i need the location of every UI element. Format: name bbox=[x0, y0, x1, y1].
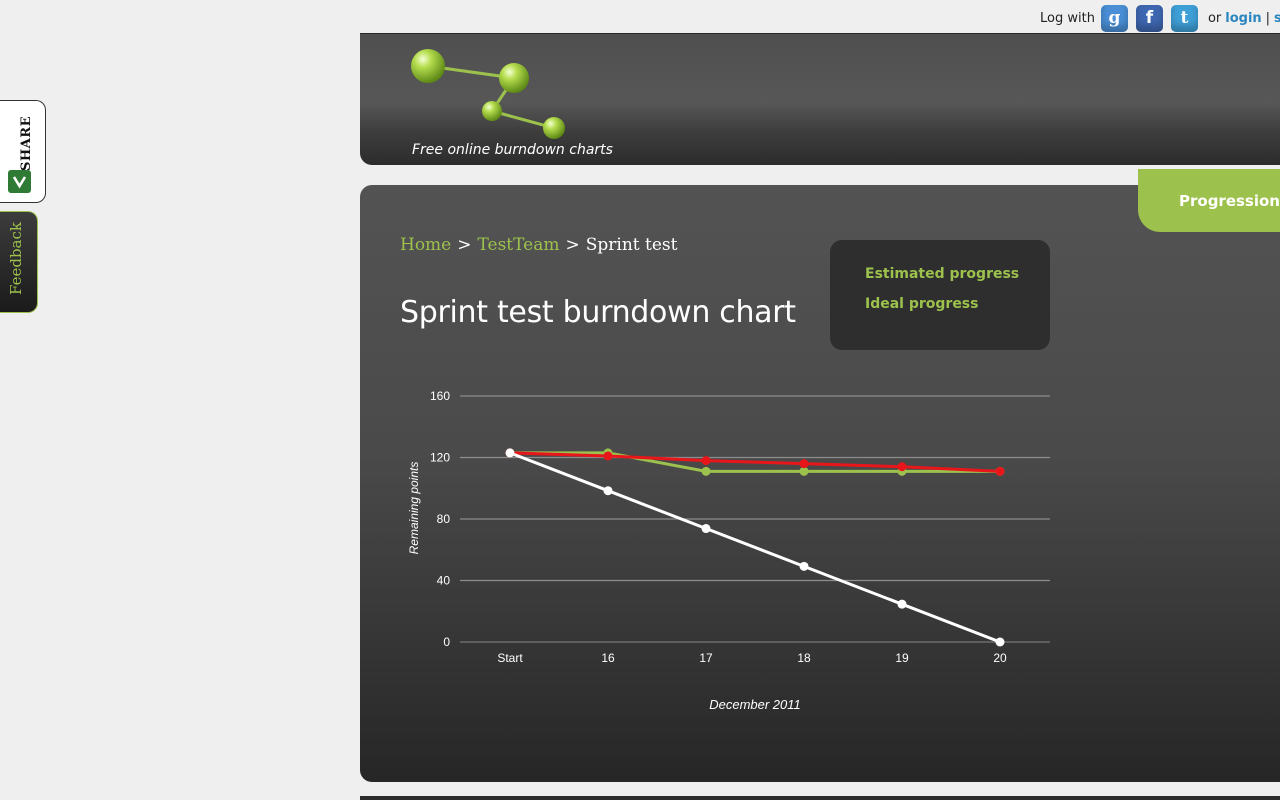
x-tick-label: Start bbox=[497, 651, 523, 665]
series-point[interactable] bbox=[701, 466, 711, 476]
series-line bbox=[510, 451, 1000, 473]
page-title: Sprint test burndown chart bbox=[400, 295, 796, 330]
login-link[interactable]: login bbox=[1225, 10, 1262, 26]
series-point[interactable] bbox=[995, 637, 1005, 647]
y-tick-label: 120 bbox=[430, 451, 450, 465]
site-tagline: Free online burndown charts bbox=[412, 142, 613, 158]
feedback-label: Feedback bbox=[7, 222, 25, 295]
login-separator: | bbox=[1265, 10, 1271, 26]
footer-edge bbox=[360, 796, 1280, 800]
or-text: or bbox=[1207, 10, 1222, 26]
series-point[interactable] bbox=[897, 462, 907, 472]
y-tick-label: 40 bbox=[437, 574, 451, 588]
burndown-chart: 0 40 80 120 160 Start 16 17 18 19 20 Remaining po… bbox=[407, 389, 1050, 712]
x-tick-label: 17 bbox=[699, 651, 713, 665]
chart-legend: Estimated progress Ideal progress bbox=[830, 240, 1050, 350]
breadcrumb-separator: > bbox=[565, 235, 580, 255]
x-tick-label: 18 bbox=[797, 651, 811, 665]
share-v-icon bbox=[8, 170, 31, 193]
y-tick-label: 0 bbox=[443, 635, 450, 649]
y-tick-label: 160 bbox=[430, 389, 450, 403]
login-prefix: Log with bbox=[1040, 10, 1095, 26]
series-point[interactable] bbox=[505, 448, 515, 458]
x-tick-label: 16 bbox=[601, 651, 615, 665]
main-panel: Home > TestTeam > Sprint test Sprint test bu… bbox=[360, 185, 1280, 782]
feedback-tab[interactable]: Feedback bbox=[0, 211, 38, 313]
google-login-icon[interactable]: g bbox=[1100, 4, 1128, 32]
x-tick-label: 19 bbox=[895, 651, 909, 665]
series-point[interactable] bbox=[799, 466, 809, 476]
site-header: Free online burndown charts bbox=[360, 33, 1280, 165]
series-point[interactable] bbox=[897, 599, 907, 609]
breadcrumb-team-link[interactable]: TestTeam bbox=[477, 235, 560, 255]
legend-item-estimated[interactable]: Estimated progress bbox=[865, 266, 1020, 282]
series-line bbox=[509, 451, 1001, 644]
series-line bbox=[509, 451, 1001, 473]
series-point[interactable] bbox=[799, 561, 809, 571]
y-axis-label: Remaining points bbox=[407, 462, 421, 555]
y-tick-label: 80 bbox=[437, 512, 451, 526]
series-point[interactable] bbox=[603, 451, 613, 461]
breadcrumb: Home > TestTeam > Sprint test bbox=[400, 235, 677, 255]
twitter-login-icon[interactable]: t bbox=[1170, 4, 1198, 32]
breadcrumb-separator: > bbox=[457, 235, 472, 255]
legend-item-ideal[interactable]: Ideal progress bbox=[865, 296, 979, 312]
share-widget[interactable]: SHARE bbox=[0, 100, 46, 203]
share-label: SHARE bbox=[19, 116, 34, 171]
breadcrumb-home-link[interactable]: Home bbox=[400, 235, 452, 255]
login-bar: Log with g f t or login | sig bbox=[1040, 4, 1280, 32]
x-axis-label: December 2011 bbox=[709, 697, 801, 712]
x-tick-label: 20 bbox=[993, 651, 1007, 665]
breadcrumb-current: Sprint test bbox=[585, 235, 678, 255]
facebook-login-icon[interactable]: f bbox=[1135, 4, 1163, 32]
series-point[interactable] bbox=[995, 466, 1005, 476]
tab-progression[interactable]: Progression bbox=[1138, 169, 1280, 232]
series-point[interactable] bbox=[701, 456, 711, 466]
series-point[interactable] bbox=[701, 524, 711, 534]
series-point[interactable] bbox=[799, 459, 809, 469]
series-point[interactable] bbox=[603, 486, 613, 496]
molecule-logo-icon[interactable] bbox=[408, 46, 568, 141]
signup-link[interactable]: sig bbox=[1274, 10, 1280, 26]
